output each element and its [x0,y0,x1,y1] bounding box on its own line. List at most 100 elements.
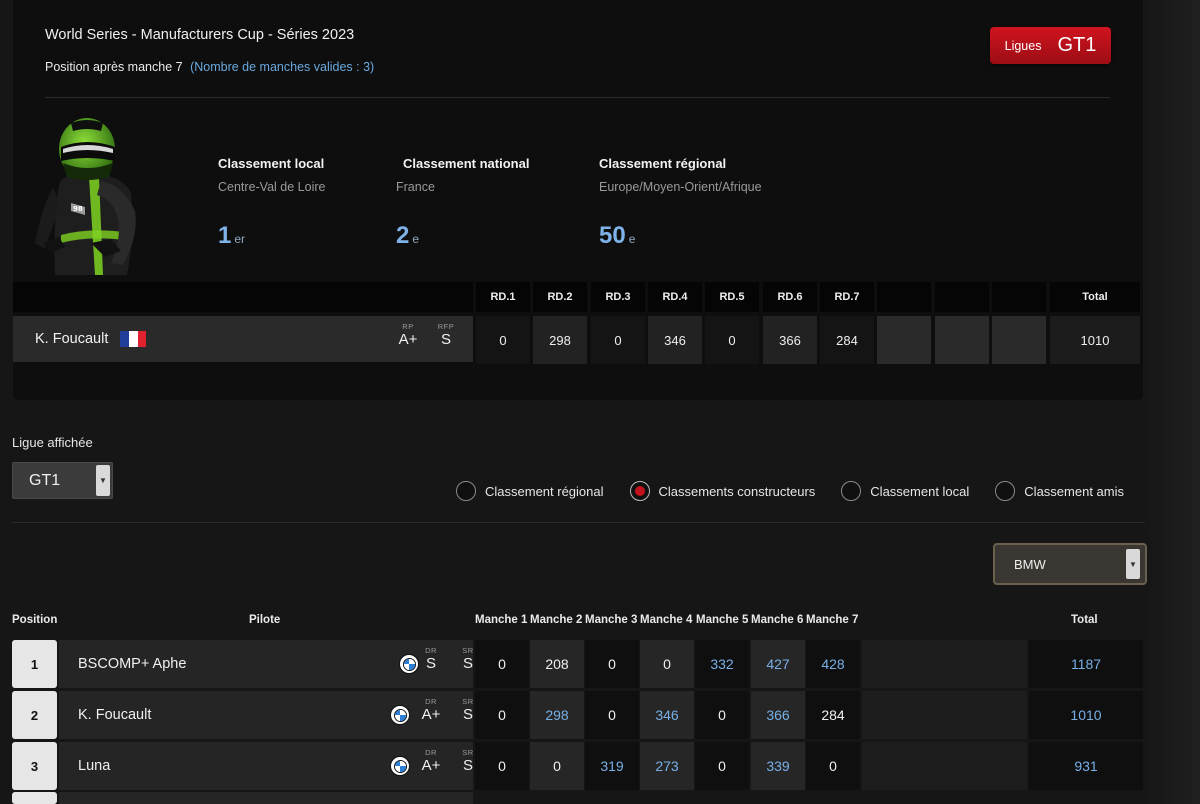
table-row[interactable]: 2 K. Foucault DR A+ SR S 0 298 0 346 0 366 284 1010 [12,691,1145,739]
national-rank: 2 [396,222,410,249]
sr-rating: SR S [453,748,483,774]
round-header-empty [935,282,989,312]
edge-shade [1145,0,1200,804]
round-header: RD.5 [705,282,759,312]
regional-ranking-heading: Classement régional [599,156,727,171]
round-score-cell: 0 [585,640,639,688]
total-value: 1010 [1050,316,1140,364]
rating-label: DR [425,748,437,757]
round-value-empty [992,316,1046,364]
bmw-logo-roundel [402,657,416,671]
rating-label: SR [462,646,474,655]
round-header-blank [13,282,473,312]
round-header: Manche 6 [751,614,804,626]
league-select-value: GT1 [29,471,61,489]
round-header: Manche 3 [585,614,638,626]
bmw-logo-quadrant [400,709,406,715]
radio-button-selected[interactable] [629,481,650,501]
rating-label: SR [462,748,474,757]
bmw-logo-roundel [393,708,407,722]
driver-name: K. Foucault [35,331,109,347]
round-score-cell: 208 [530,640,584,688]
radio-label: Classement local [870,483,970,499]
driver-name-cell: K. Foucault RP A+ RFP S [13,316,473,362]
round-score-cell: 339 [751,742,805,790]
national-ranking-area: France [396,180,435,194]
radio-classements-constructeurs[interactable]: Classements constructeurs [629,481,815,501]
round-header: RD.3 [591,282,645,312]
round-score-cell: 298 [530,691,584,739]
radio-button[interactable] [995,481,1016,501]
round-header: Manche 7 [806,614,859,626]
sr-rating: SR S [453,646,483,672]
driver-summary-panel: World Series - Manufacturers Cup - Série… [13,0,1143,400]
rating-label: DR [425,646,437,655]
position-text: Position après manche 7 [45,60,183,74]
pilot-cell [59,792,473,804]
valid-rounds-text: (Nombre de manches valides : 3) [190,60,375,74]
pilot-name[interactable]: BSCOMP+ Aphe [78,656,187,672]
rating-label: RP [402,322,414,331]
round-score-cell: 0 [475,640,529,688]
bmw-logo-quadrant [403,658,409,664]
bmw-logo-quadrant [394,709,400,715]
radio-button[interactable] [841,481,862,501]
pilot-name[interactable]: K. Foucault [78,707,152,723]
radio-classement-regional[interactable]: Classement régional [456,481,604,501]
view-options: Classement régional Classements construc… [456,481,1124,501]
round-score-cell: 332 [695,640,749,688]
radio-label: Classement amis [1024,483,1124,499]
regional-ranking-area: Europe/Moyen-Orient/Afrique [599,180,762,194]
national-ranking-heading: Classement national [403,156,530,171]
radio-label: Classement régional [485,483,604,499]
round-score-cell: 427 [751,640,805,688]
round-score-cell: 0 [640,640,694,688]
league-badge: Ligues GT1 [990,27,1111,64]
national-rank-suffix: e [412,232,420,246]
round-header: Manche 2 [530,614,583,626]
round-score-cell: 0 [806,742,860,790]
rating-label: SR [462,697,474,706]
local-ranking-heading: Classement local [218,156,325,171]
round-value: 284 [820,316,874,364]
radio-classement-amis[interactable]: Classement amis [995,481,1124,501]
bmw-logo-quadrant [400,760,406,766]
round-value: 366 [763,316,817,364]
pilot-name[interactable]: Luna [78,758,111,774]
local-rank: 1 [218,222,232,249]
total-cell: 931 [1029,742,1143,790]
empty-cell [862,640,1027,688]
round-header: Manche 1 [475,614,528,626]
round-score-cell: 0 [695,691,749,739]
bmw-logo-quadrant [394,715,400,721]
chevron-down-icon[interactable]: ▼ [96,465,110,496]
radio-classement-local[interactable]: Classement local [841,481,969,501]
round-score-cell: 284 [806,691,860,739]
manufacturer-select[interactable]: BMW ▼ [993,543,1147,585]
rating-value: S [462,655,473,672]
dr-rating: DR S [416,646,446,672]
dr-rating: DR A+ [416,697,446,723]
bmw-logo-quadrant [409,658,415,664]
round-value-empty [935,316,989,364]
bmw-logo-quadrant [400,715,406,721]
rating-label: RFP [437,322,455,331]
round-header: RD.4 [648,282,702,312]
pilot-cell: K. Foucault DR A+ SR S [59,691,473,739]
rating-label: DR [425,697,437,706]
bmw-logo-icon [390,756,410,776]
series-title: World Series - Manufacturers Cup - Série… [45,27,355,43]
local-ranking: Classement local Centre-Val de Loire 1 er [218,156,325,250]
rating-value: S [462,757,473,774]
league-select[interactable]: GT1 ▼ [12,462,113,499]
table-row[interactable]: 3 Luna DR A+ SR S 0 0 319 273 0 339 0 931 [12,742,1145,790]
divider [12,522,1145,523]
table-row[interactable]: 1 BSCOMP+ Aphe DR S SR S 0 208 0 0 332 427 428 1187 [12,640,1145,688]
chevron-down-icon[interactable]: ▼ [1126,549,1140,579]
round-header: RD.7 [820,282,874,312]
regional-rank: 50 [599,222,626,249]
radio-button[interactable] [456,481,476,501]
flag-stripe [129,331,138,347]
rating-value: S [462,706,473,723]
round-score-cell: 0 [475,691,529,739]
